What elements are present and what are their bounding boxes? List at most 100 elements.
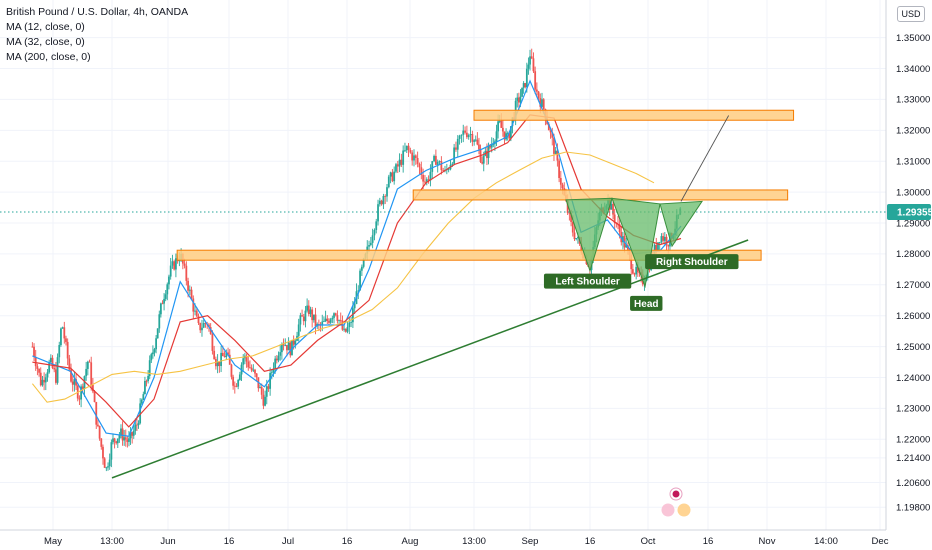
candle-up: [279, 352, 282, 356]
candle-up: [323, 321, 325, 322]
candle-up: [389, 172, 392, 177]
candle-up: [458, 135, 461, 139]
price-tick-label: 1.25000: [896, 342, 930, 353]
candle-up: [188, 289, 191, 291]
candle-up: [128, 438, 130, 442]
candle-down: [100, 438, 103, 447]
candle-down: [235, 386, 238, 387]
candle-down: [218, 361, 221, 367]
candle-up: [505, 133, 507, 140]
candle-down: [636, 266, 639, 273]
time-tick-label: May: [44, 536, 62, 547]
candle-down: [301, 315, 303, 317]
candle-down: [282, 344, 285, 346]
candle-up: [373, 229, 376, 236]
candle-down: [197, 316, 200, 324]
candle-up: [375, 221, 378, 230]
candle-up: [242, 358, 245, 365]
candle-down: [478, 144, 480, 150]
price-tick-label: 1.26000: [896, 311, 930, 322]
candle-down: [88, 361, 91, 363]
candle-down: [199, 323, 202, 331]
price-tick-label: 1.33000: [896, 95, 930, 106]
ma-line-ma32: [32, 114, 682, 428]
candle-up: [297, 324, 300, 336]
candle-down: [311, 309, 314, 321]
target-projection-line: [680, 115, 730, 202]
candle-down: [570, 213, 572, 222]
candle-down: [68, 358, 71, 370]
candle-down: [187, 280, 189, 291]
candle-down: [561, 184, 564, 189]
pattern-label-bg: [630, 295, 663, 311]
candle-down: [655, 244, 658, 251]
time-axis-bg: [0, 530, 932, 550]
candle-down: [302, 316, 305, 322]
candle-up: [304, 310, 307, 322]
pattern-label-bg: [645, 254, 739, 270]
candle-up: [413, 155, 415, 161]
candle-down: [344, 328, 347, 332]
candle-down: [260, 387, 263, 395]
candle-down: [190, 289, 193, 299]
candle-up: [402, 150, 405, 165]
candle-down: [255, 373, 258, 378]
candle-up: [492, 143, 495, 145]
candle-down: [662, 236, 665, 241]
candle-up: [159, 303, 162, 315]
chart-legend: British Pound / U.S. Dollar, 4h, OANDA M…: [6, 5, 188, 65]
candle-down: [223, 356, 226, 358]
candle-down: [424, 181, 426, 183]
candle-up: [112, 438, 114, 443]
candle-up: [148, 360, 151, 377]
candle-down: [580, 243, 583, 253]
candle-up: [309, 309, 312, 315]
indicator-ma200[interactable]: MA (200, close, 0): [6, 51, 91, 63]
candle-down: [618, 224, 621, 233]
candle-up: [252, 369, 255, 371]
candle-down: [63, 327, 66, 339]
time-tick-label: Oct: [641, 536, 656, 547]
time-tick-label: Aug: [402, 536, 419, 547]
candle-up: [516, 97, 519, 101]
candle-down: [232, 376, 235, 386]
candle-up: [387, 176, 390, 188]
candle-down: [307, 305, 310, 315]
currency-selector[interactable]: USD: [897, 6, 925, 22]
candle-up: [73, 379, 76, 385]
candle-down: [54, 369, 57, 383]
candle-up: [194, 310, 196, 312]
right-shoulder-shape: [659, 200, 703, 248]
indicator-ma32[interactable]: MA (32, close, 0): [6, 36, 85, 48]
candle-up: [456, 138, 459, 150]
indicator-ma12[interactable]: MA (12, close, 0): [6, 21, 85, 33]
candle-up: [171, 261, 174, 266]
support-resistance-zone-3: [176, 249, 762, 261]
left-shoulder-label: Left Shoulder: [555, 277, 620, 288]
candle-down: [326, 318, 329, 321]
candle-up: [123, 437, 126, 441]
candle-down: [95, 402, 98, 425]
candle-up: [346, 327, 349, 332]
candle-down: [537, 91, 540, 99]
time-tick-label: 13:00: [462, 536, 486, 547]
candle-down: [411, 152, 414, 161]
candle-down: [455, 147, 457, 150]
candle-up: [438, 161, 441, 162]
candle-down: [440, 161, 443, 171]
candle-up: [299, 315, 302, 325]
candle-up: [270, 372, 273, 374]
candle-up: [46, 372, 49, 378]
candle-up: [529, 56, 531, 65]
candle-down: [464, 130, 466, 133]
candle-up: [474, 139, 477, 141]
price-tick-label: 1.28000: [896, 249, 930, 260]
candle-up: [44, 377, 47, 383]
candle-up: [56, 357, 59, 383]
head-label: Head: [634, 299, 658, 310]
symbol-title[interactable]: British Pound / U.S. Dollar, 4h, OANDA: [6, 6, 189, 18]
candle-down: [508, 133, 511, 139]
candle-down: [124, 437, 127, 440]
annotations[interactable]: Left Shoulder Head Right Shoulder: [0, 109, 886, 479]
